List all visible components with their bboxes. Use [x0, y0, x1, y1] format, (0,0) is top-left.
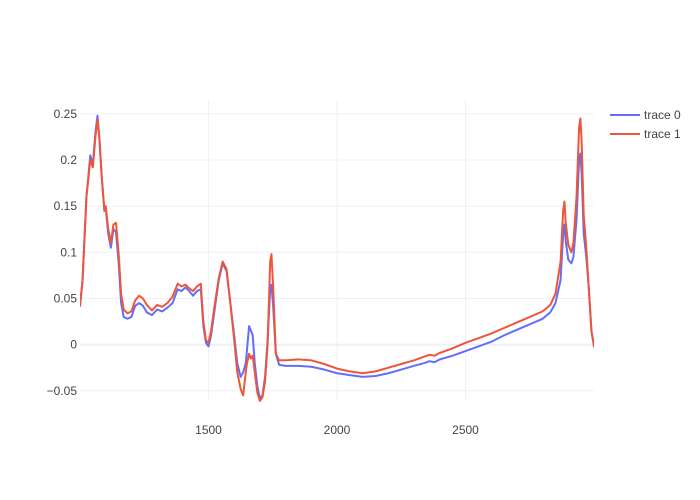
legend-item-1[interactable]: trace 1 — [610, 127, 681, 141]
y-tick-label: 0.15 — [54, 199, 78, 213]
grid — [80, 100, 594, 400]
x-tick-label: 1500 — [195, 423, 222, 437]
y-tick-label: 0.2 — [60, 153, 77, 167]
legend-item-0[interactable]: trace 0 — [610, 108, 681, 122]
traces — [80, 114, 594, 402]
legend-label: trace 1 — [644, 127, 681, 141]
x-tick-label: 2000 — [324, 423, 351, 437]
tick-labels: 1500 2000 2500 −0.05 0 0.05 0.1 0.15 0.2 0.25 — [47, 107, 480, 437]
legend-label: trace 0 — [644, 108, 681, 122]
x-tick-label: 2500 — [452, 423, 479, 437]
series-line-0 — [80, 114, 594, 400]
y-tick-label: 0.1 — [60, 245, 77, 259]
series-line-1 — [80, 117, 594, 402]
y-tick-label: 0.25 — [54, 107, 78, 121]
y-tick-label: −0.05 — [47, 384, 78, 398]
y-tick-label: 0.05 — [54, 291, 78, 305]
legend[interactable]: trace 0 trace 1 — [610, 108, 681, 141]
y-tick-label: 0 — [70, 338, 77, 352]
